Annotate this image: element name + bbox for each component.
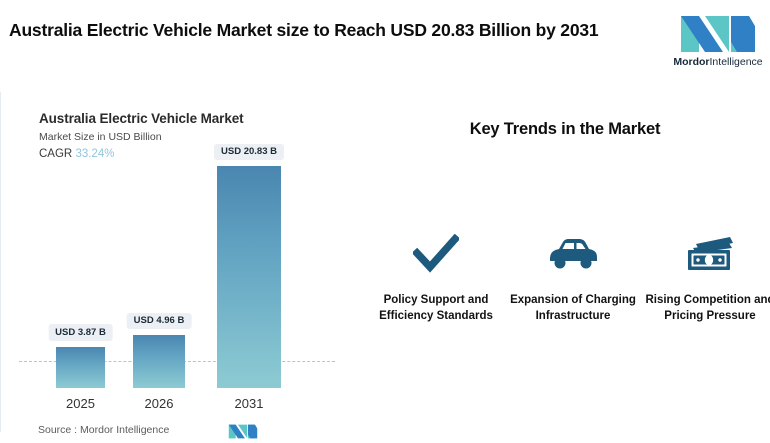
bar-value-label: USD 4.96 B: [126, 312, 192, 330]
cagr-row: CAGR 33.24%: [39, 148, 114, 160]
bar-value-label: USD 20.83 B: [214, 143, 284, 160]
bar-group: USD 4.96 B 2026: [126, 312, 192, 411]
mordor-m-mark-icon: [228, 424, 258, 439]
bar-2026[interactable]: [133, 335, 185, 388]
key-trends-panel: Key Trends in the Market Policy Support …: [360, 92, 770, 432]
bar-group: USD 20.83 B 2031: [214, 143, 284, 411]
category-label-2025: 2025: [66, 396, 95, 411]
chart-subtitle: Market Size in USD Billion: [39, 131, 162, 143]
trend-label: Expansion of Charging Infrastructure: [510, 294, 636, 323]
category-label-2031: 2031: [234, 396, 264, 411]
brand-wordmark: MordorIntelligence: [672, 57, 764, 68]
page-title: Australia Electric Vehicle Market size t…: [9, 20, 599, 40]
brand-word-light: Intelligence: [709, 56, 763, 68]
key-trends-title: Key Trends in the Market: [469, 120, 661, 138]
key-trends-list: Policy Support and Efficiency Standards …: [370, 230, 770, 325]
cagr-label: CAGR: [39, 148, 73, 160]
source-text: Source : Mordor Intelligence: [38, 424, 170, 436]
bar-group: USD 3.87 B 2025: [48, 324, 113, 411]
bar-value-label: USD 3.87 B: [48, 324, 113, 341]
chart-panel: Australia Electric Vehicle Market Market…: [0, 92, 352, 432]
brand-word-bold: Mordor: [673, 56, 710, 68]
bar-2025[interactable]: [56, 346, 105, 388]
bar-chart-plot: USD 3.87 B 2025 USD 4.96 B 2026 USD 20.83 B 2…: [1, 92, 353, 432]
footer: Source : Mordor Intelligence: [0, 424, 770, 443]
banknotes-icon: [644, 230, 770, 278]
brand-logo: MordorIntelligence: [672, 14, 764, 76]
trend-label: Rising Competition and Pricing Pressure: [645, 294, 770, 323]
bar-2031[interactable]: [217, 166, 281, 388]
check-mark-icon: [370, 230, 502, 278]
chart-title: Australia Electric Vehicle Market: [39, 111, 244, 126]
cagr-value: 33.24%: [75, 148, 115, 160]
car-icon: [507, 230, 639, 278]
trend-item-policy-support: Policy Support and Efficiency Standards: [370, 230, 502, 325]
category-label-2026: 2026: [144, 396, 174, 411]
mordor-m-mark-icon: [681, 16, 755, 52]
header: Australia Electric Vehicle Market size t…: [0, 0, 770, 88]
trend-item-charging-infrastructure: Expansion of Charging Infrastructure: [507, 230, 639, 325]
trend-label: Policy Support and Efficiency Standards: [379, 294, 493, 323]
trend-item-rising-competition: Rising Competition and Pricing Pressure: [644, 230, 770, 325]
